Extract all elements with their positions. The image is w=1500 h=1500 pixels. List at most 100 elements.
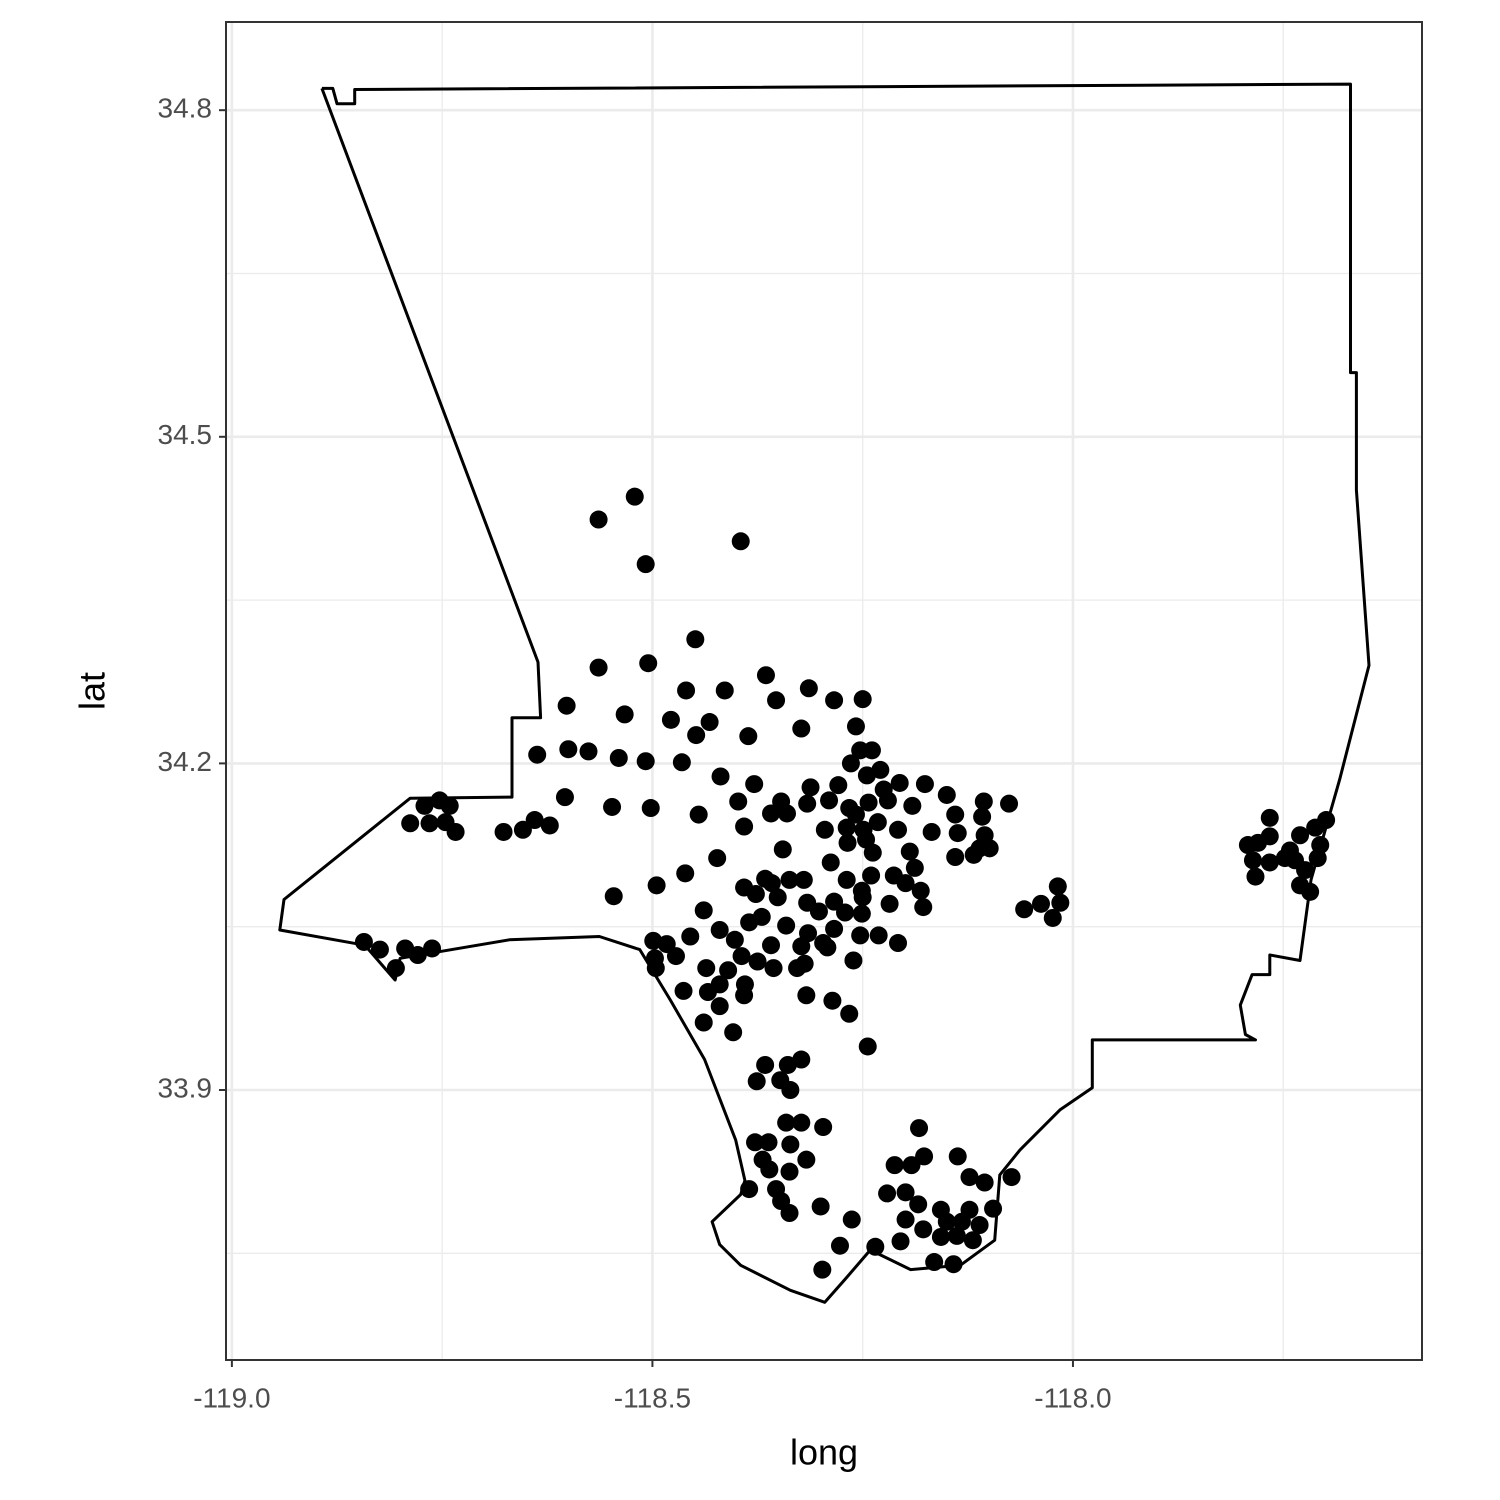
- point: [440, 796, 459, 815]
- point: [740, 913, 759, 932]
- point: [811, 1197, 830, 1216]
- point: [711, 767, 730, 786]
- point: [952, 1212, 971, 1231]
- point: [615, 705, 634, 724]
- point: [922, 822, 941, 841]
- point: [746, 1133, 765, 1152]
- point: [902, 1156, 921, 1175]
- point: [830, 1236, 849, 1255]
- point: [852, 904, 871, 923]
- point: [747, 1072, 766, 1091]
- point: [354, 932, 373, 951]
- point: [909, 1195, 928, 1214]
- point: [801, 778, 820, 797]
- x-tick-label: -118.5: [614, 1382, 691, 1413]
- point: [698, 983, 717, 1002]
- point: [857, 766, 876, 785]
- point: [710, 997, 729, 1016]
- point: [1002, 1168, 1021, 1187]
- point: [794, 870, 813, 889]
- point: [604, 887, 623, 906]
- point: [777, 1113, 796, 1132]
- point: [370, 940, 389, 959]
- point: [862, 741, 881, 760]
- point: [823, 991, 842, 1010]
- point: [676, 864, 695, 883]
- point: [731, 532, 750, 551]
- point: [700, 713, 719, 732]
- point: [764, 959, 783, 978]
- point: [799, 679, 818, 698]
- point: [818, 938, 837, 957]
- point: [1260, 827, 1279, 846]
- point: [1051, 893, 1070, 912]
- point: [821, 853, 840, 872]
- point: [874, 780, 893, 799]
- point: [735, 817, 754, 836]
- point: [963, 1231, 982, 1250]
- point: [973, 807, 992, 826]
- point: [820, 791, 839, 810]
- point: [1246, 867, 1265, 886]
- point: [557, 696, 576, 715]
- point: [756, 666, 775, 685]
- point: [947, 1226, 966, 1245]
- point: [687, 726, 706, 745]
- point: [878, 1184, 897, 1203]
- point: [1000, 794, 1019, 813]
- point: [829, 776, 848, 795]
- point: [1291, 826, 1310, 845]
- panel-border: [225, 21, 1423, 1361]
- point: [946, 848, 965, 867]
- point: [446, 822, 465, 841]
- point: [1260, 853, 1279, 872]
- point: [915, 775, 934, 794]
- point: [636, 555, 655, 574]
- point: [931, 1227, 950, 1246]
- point: [815, 820, 834, 839]
- point: [762, 936, 781, 955]
- point: [513, 820, 532, 839]
- point: [797, 1150, 816, 1169]
- point: [792, 719, 811, 738]
- point: [844, 951, 863, 970]
- point: [797, 986, 816, 1005]
- point: [1043, 908, 1062, 927]
- point: [911, 881, 930, 900]
- point: [910, 1119, 929, 1138]
- point: [914, 1220, 933, 1239]
- point: [980, 839, 999, 858]
- point: [853, 888, 872, 907]
- point: [724, 1023, 743, 1042]
- point: [647, 876, 666, 895]
- point: [868, 813, 887, 832]
- point: [798, 794, 817, 813]
- point: [661, 710, 680, 729]
- point: [646, 959, 665, 978]
- point: [748, 952, 767, 971]
- point: [710, 920, 729, 939]
- point: [846, 805, 865, 824]
- point: [719, 961, 738, 980]
- point: [889, 820, 908, 839]
- point: [964, 845, 983, 864]
- point: [677, 681, 696, 700]
- point: [925, 1253, 944, 1272]
- point: [639, 654, 658, 673]
- x-tick-label: -119.0: [193, 1382, 270, 1413]
- point: [767, 691, 786, 710]
- point: [871, 760, 890, 779]
- point: [735, 986, 754, 1005]
- point: [809, 902, 828, 921]
- point: [891, 1232, 910, 1251]
- point: [814, 1118, 833, 1137]
- point: [1317, 811, 1336, 830]
- point: [1260, 808, 1279, 827]
- point: [858, 1037, 877, 1056]
- point: [773, 840, 792, 859]
- county-outline: [278, 82, 1371, 1304]
- point: [644, 931, 663, 950]
- point: [937, 785, 956, 804]
- point: [732, 947, 751, 966]
